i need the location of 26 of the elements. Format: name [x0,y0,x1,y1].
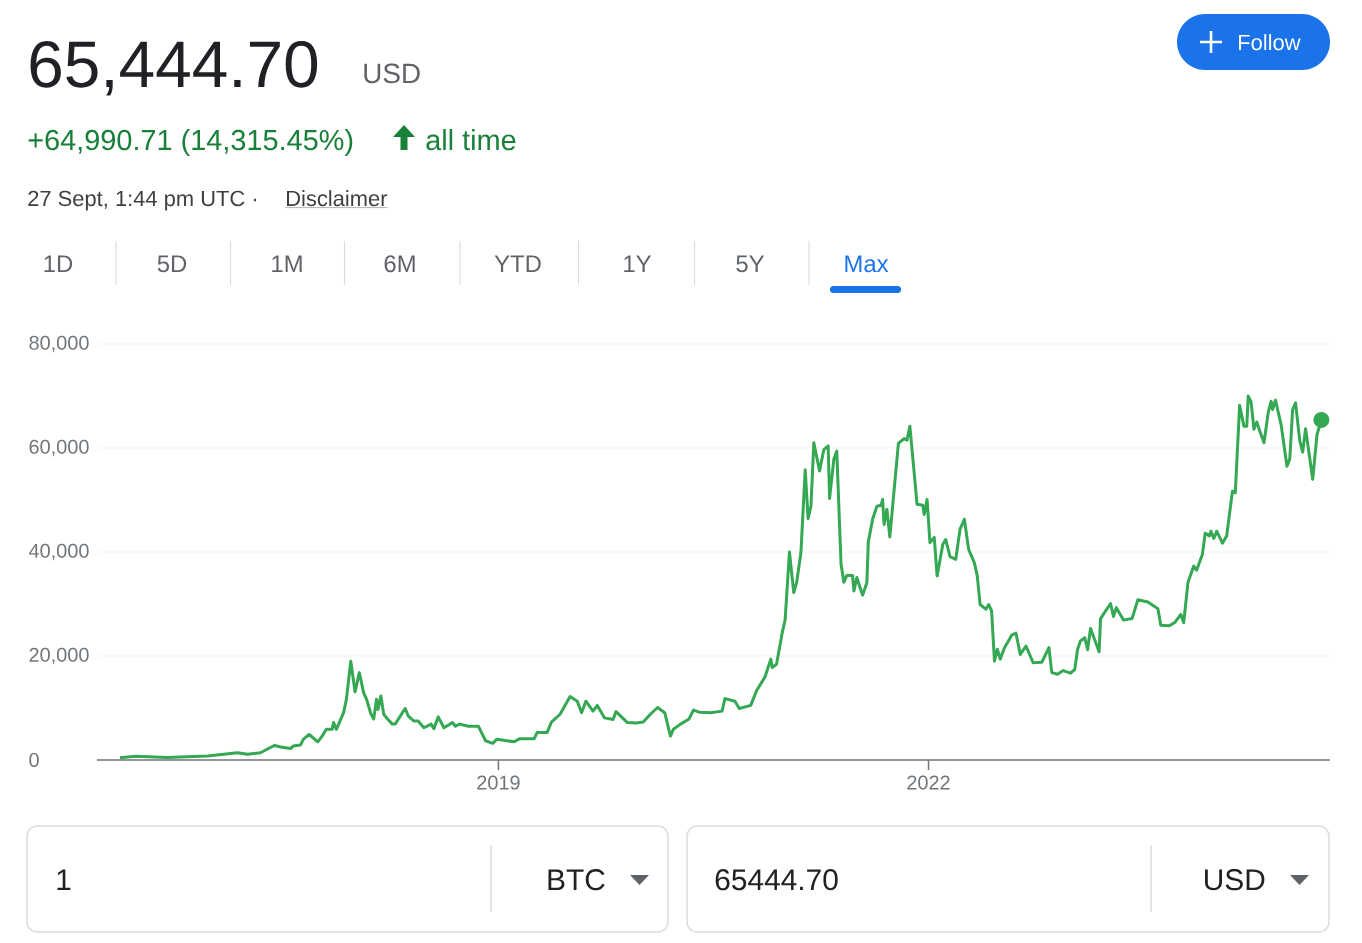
text: Max [845,255,889,273]
text: YTD [494,255,541,272]
chart-subtitle: USD [364,63,420,84]
text: USD [1205,869,1265,891]
chart-title: 65,444.70 [30,41,318,96]
text: 5D [157,255,187,273]
y-tick-label: 20,000 [29,647,89,665]
text: 1M [272,255,302,272]
text: 65444.70 [715,869,838,891]
text: 6M [384,255,415,273]
x-tick-label: 2022 [907,775,950,790]
y-tick-label: 60,000 [29,439,89,457]
text: 1 [57,869,71,890]
text: Disclaimer [287,190,388,207]
y-tick-label: 0 [29,752,39,768]
text: Follow [1239,34,1301,51]
text: 27 Sept, 1:44 pm UTC · [28,190,257,211]
text: +64,990.71 (14,315.45%) [28,129,353,156]
y-tick-label: 80,000 [29,335,89,353]
text: BTC [548,869,605,891]
text: 5Y [736,255,765,273]
text: all time [426,129,516,151]
x-tick-label: 2019 [477,775,520,790]
y-tick-label: 40,000 [28,543,89,561]
text: 1D [44,255,73,272]
text: 1Y [624,255,652,272]
